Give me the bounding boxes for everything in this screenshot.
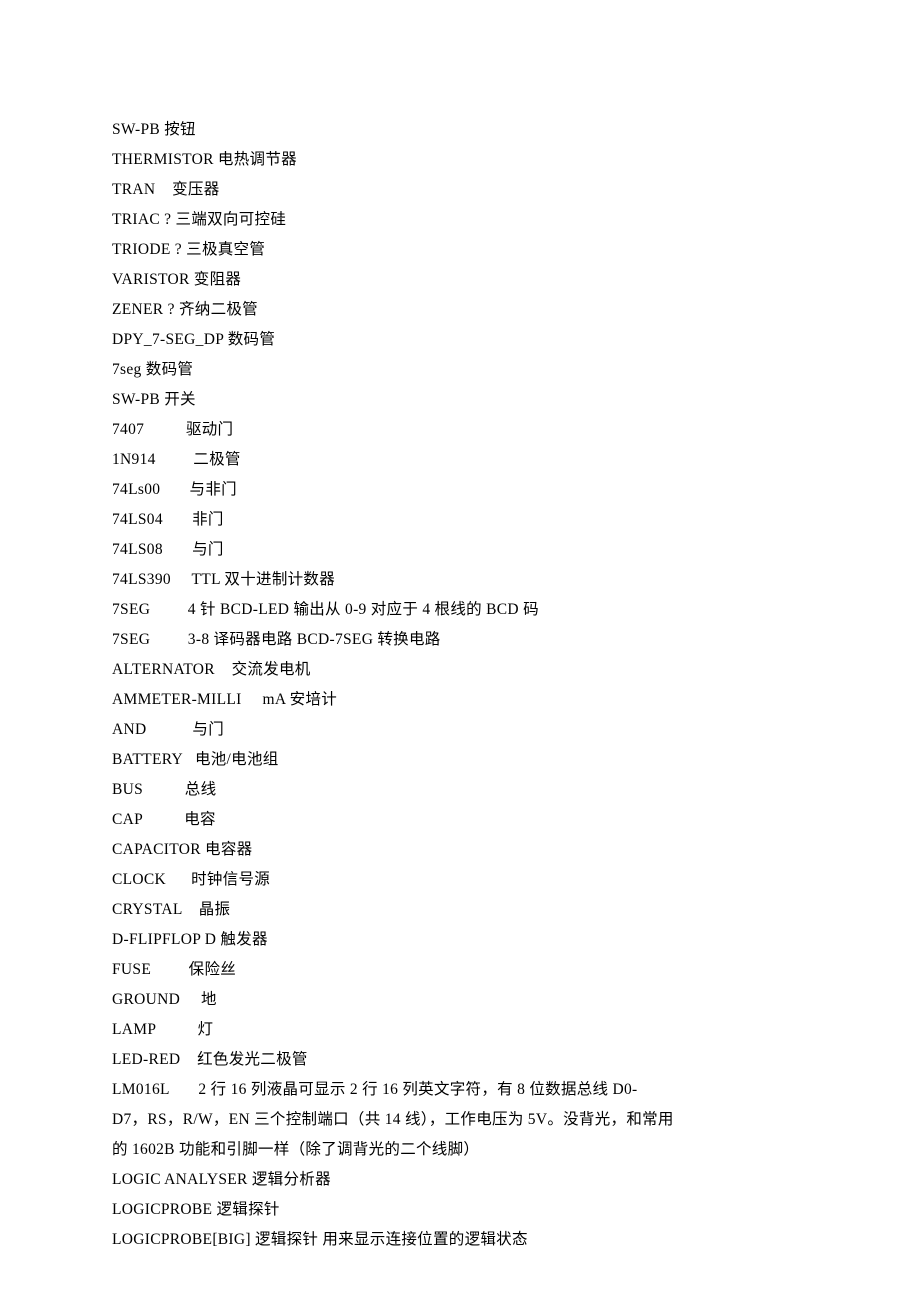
text-line: BATTERY 电池/电池组: [112, 745, 808, 775]
text-line: D-FLIPFLOP D 触发器: [112, 925, 808, 955]
text-line: 7SEG 4 针 BCD-LED 输出从 0-9 对应于 4 根线的 BCD 码: [112, 595, 808, 625]
text-line: 1N914 二极管: [112, 445, 808, 475]
text-line: 74Ls00 与非门: [112, 475, 808, 505]
text-line: ZENER ? 齐纳二极管: [112, 295, 808, 325]
text-line: TRAN 变压器: [112, 175, 808, 205]
text-line: LM016L 2 行 16 列液晶可显示 2 行 16 列英文字符，有 8 位数…: [112, 1075, 808, 1105]
document-page: SW-PB 按钮THERMISTOR 电热调节器TRAN 变压器TRIAC ? …: [0, 0, 920, 1315]
text-line: LOGIC ANALYSER 逻辑分析器: [112, 1165, 808, 1195]
text-line: SW-PB 开关: [112, 385, 808, 415]
text-line: VARISTOR 变阻器: [112, 265, 808, 295]
text-line: CAPACITOR 电容器: [112, 835, 808, 865]
text-line: CAP 电容: [112, 805, 808, 835]
text-line: BUS 总线: [112, 775, 808, 805]
text-line: 74LS04 非门: [112, 505, 808, 535]
text-line: 74LS390 TTL 双十进制计数器: [112, 565, 808, 595]
text-line: SW-PB 按钮: [112, 115, 808, 145]
text-line: 7seg 数码管: [112, 355, 808, 385]
text-line: CRYSTAL 晶振: [112, 895, 808, 925]
text-line: 74LS08 与门: [112, 535, 808, 565]
text-line: TRIODE ? 三极真空管: [112, 235, 808, 265]
text-line: LOGICPROBE 逻辑探针: [112, 1195, 808, 1225]
text-line: TRIAC ? 三端双向可控硅: [112, 205, 808, 235]
text-line: CLOCK 时钟信号源: [112, 865, 808, 895]
text-line: GROUND 地: [112, 985, 808, 1015]
text-line: D7，RS，R/W，EN 三个控制端口（共 14 线），工作电压为 5V。没背光…: [112, 1105, 808, 1135]
text-line: FUSE 保险丝: [112, 955, 808, 985]
text-line: AMMETER-MILLI mA 安培计: [112, 685, 808, 715]
text-line: AND 与门: [112, 715, 808, 745]
text-line: 7SEG 3-8 译码器电路 BCD-7SEG 转换电路: [112, 625, 808, 655]
text-line: THERMISTOR 电热调节器: [112, 145, 808, 175]
text-line: ALTERNATOR 交流发电机: [112, 655, 808, 685]
text-line: 的 1602B 功能和引脚一样（除了调背光的二个线脚）: [112, 1135, 808, 1165]
text-line: LED-RED 红色发光二极管: [112, 1045, 808, 1075]
text-line: DPY_7-SEG_DP 数码管: [112, 325, 808, 355]
text-line: 7407 驱动门: [112, 415, 808, 445]
text-line: LAMP 灯: [112, 1015, 808, 1045]
text-line: LOGICPROBE[BIG] 逻辑探针 用来显示连接位置的逻辑状态: [112, 1225, 808, 1255]
